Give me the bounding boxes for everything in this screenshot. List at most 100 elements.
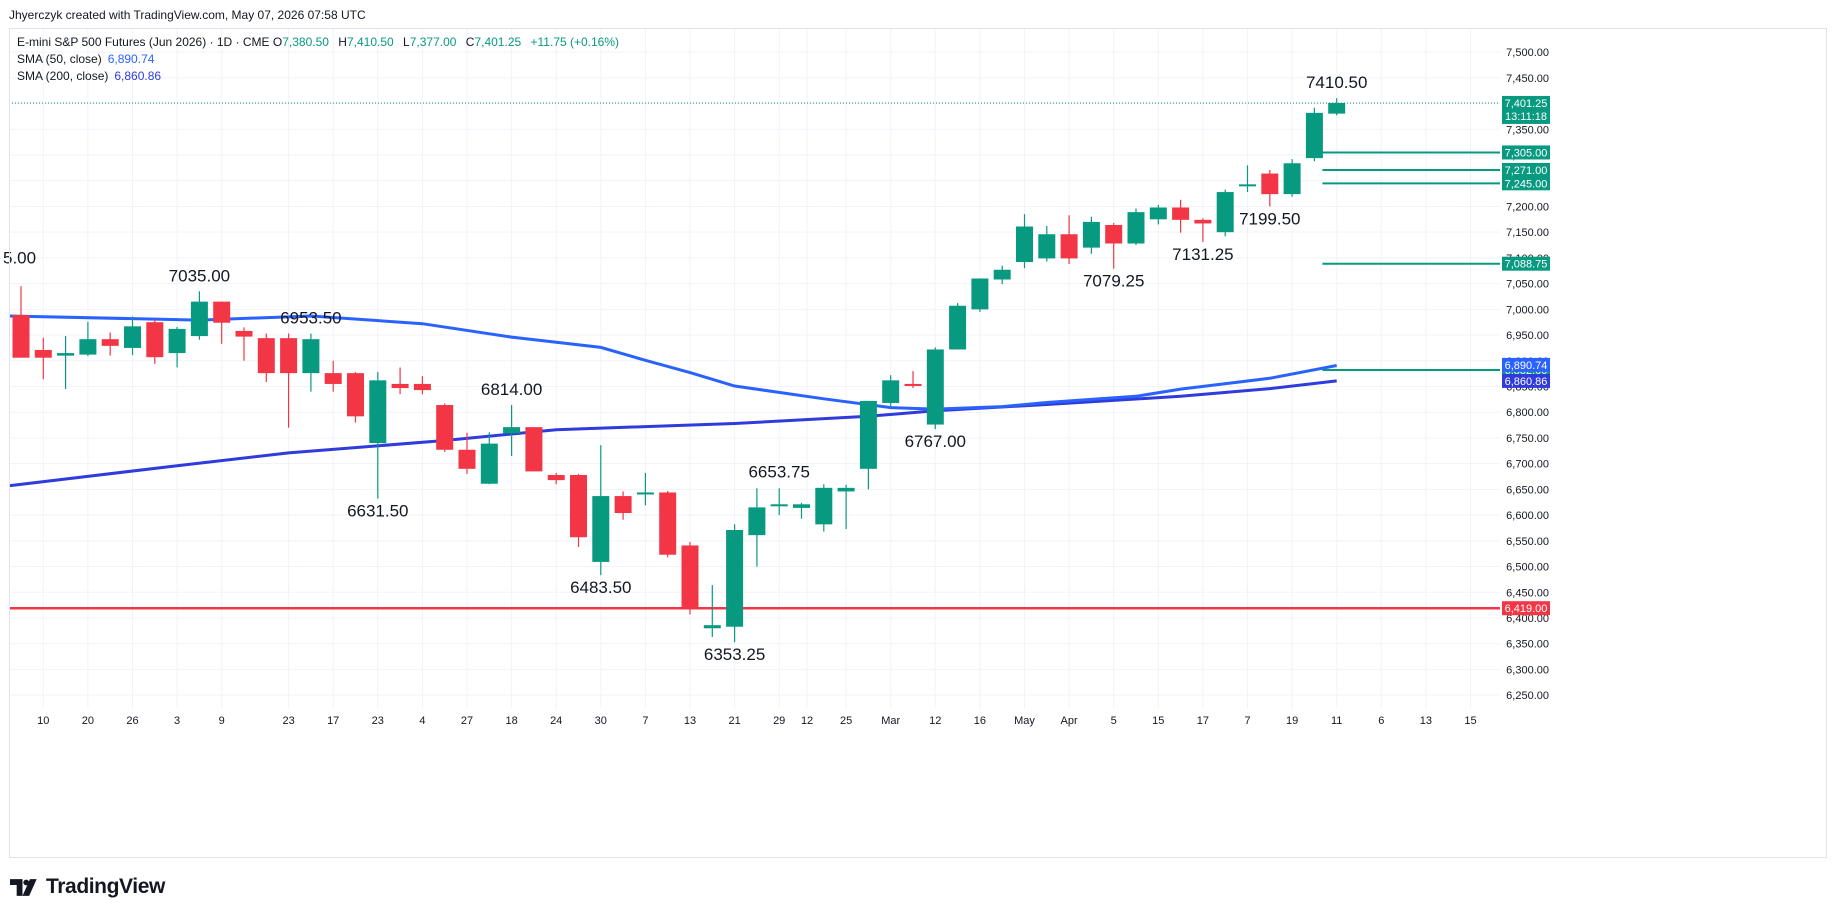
sma50-value: 6,890.74: [107, 52, 155, 66]
candle: [882, 375, 900, 407]
time-tick-label: 21: [728, 715, 740, 727]
candle: [1239, 165, 1256, 193]
high-label: H: [338, 35, 347, 49]
price-annotation: 6953.50: [280, 308, 341, 327]
candle: [324, 360, 342, 392]
plot-area: [9, 98, 1500, 643]
price-annotation: 6653.75: [748, 462, 809, 481]
sma200-line: [9, 379, 1337, 488]
candle: [547, 472, 565, 485]
candle-body: [480, 443, 498, 484]
price-tick-label: 7,150.00: [1506, 227, 1549, 239]
candle: [101, 332, 119, 356]
last-price-badge: [1502, 95, 1550, 124]
price-tick-label: 6,500.00: [1506, 562, 1549, 574]
time-tick-label: 17: [1197, 715, 1209, 727]
candle: [12, 286, 30, 358]
candle: [79, 321, 97, 357]
sma200-label: SMA (200, close): [17, 69, 109, 83]
price-annotation: 6483.50: [570, 578, 631, 597]
candle-body: [1082, 221, 1100, 248]
candle-body: [592, 496, 610, 562]
legend: E-mini S&P 500 Futures (Jun 2026) · 1D ·…: [17, 34, 619, 85]
level-badge-text: 7,245.00: [1505, 178, 1548, 190]
high-value: 7,410.50: [346, 35, 394, 49]
candle-body: [882, 380, 900, 403]
candle-body: [79, 339, 97, 355]
legend-sma50-row[interactable]: SMA (50, close) 6,890.74: [17, 51, 619, 68]
candle: [369, 372, 387, 499]
price-annotation: 7199.50: [1239, 210, 1300, 229]
candle: [57, 336, 75, 390]
candle-body: [413, 383, 431, 391]
candle-body: [101, 339, 119, 346]
sma200-badge-text: 6,860.86: [1505, 376, 1548, 388]
price-tick-label: 6,300.00: [1506, 664, 1549, 676]
candle-body: [436, 405, 454, 450]
candle-body: [926, 349, 944, 425]
candle-body: [458, 449, 476, 469]
price-tick-label: 6,550.00: [1506, 536, 1549, 548]
legend-ohlc-row: E-mini S&P 500 Futures (Jun 2026) · 1D ·…: [17, 34, 619, 51]
time-tick-label: 17: [327, 715, 339, 727]
candle: [436, 403, 454, 452]
time-tick-label: 10: [37, 715, 49, 727]
candle-body: [1328, 102, 1346, 114]
price-annotation: 7410.50: [1306, 73, 1367, 92]
time-tick-label: 4: [419, 715, 425, 727]
candle-body: [1105, 224, 1123, 244]
candle: [1127, 208, 1145, 246]
tradingview-wordmark: TradingView: [46, 875, 165, 898]
price-annotation: 6631.50: [347, 502, 408, 521]
candle-body: [1172, 207, 1190, 220]
price-tick-label: 6,750.00: [1506, 433, 1549, 445]
candle-body: [614, 496, 632, 514]
candle-body: [190, 301, 208, 337]
candle: [949, 303, 967, 350]
level-badge-text: 7,305.00: [1505, 147, 1548, 159]
price-annotation: 5.00: [3, 248, 36, 267]
candle-body: [971, 278, 989, 310]
candle-body: [525, 427, 543, 472]
sma50-badge: [1502, 357, 1550, 372]
price-annotation: 6353.25: [704, 645, 765, 664]
legend-sma200-row[interactable]: SMA (200, close) 6,860.86: [17, 68, 619, 85]
candle: [904, 371, 922, 389]
level-badge: [1502, 145, 1550, 160]
candle-body: [1016, 226, 1033, 263]
candle: [257, 333, 275, 382]
time-tick-label: 25: [840, 715, 852, 727]
time-tick-label: 5: [1111, 715, 1117, 727]
candle: [859, 400, 877, 490]
price-tick-label: 7,500.00: [1506, 47, 1549, 59]
candle: [1172, 199, 1190, 233]
time-tick-label: 30: [595, 715, 607, 727]
candle-body: [770, 504, 788, 507]
time-tick-label: 12: [801, 715, 813, 727]
price-tick-label: 6,650.00: [1506, 484, 1549, 496]
candle: [1082, 216, 1100, 254]
candle: [837, 484, 855, 529]
countdown-text: 13:11:18: [1505, 111, 1547, 123]
time-tick-label: 3: [174, 715, 180, 727]
candle: [213, 301, 231, 344]
price-tick-label: 7,450.00: [1506, 73, 1549, 85]
price-annotation: 7079.25: [1083, 272, 1144, 291]
candle-body: [12, 315, 30, 358]
candle: [636, 472, 654, 506]
candle: [190, 291, 208, 340]
open-value: 7,380.50: [282, 35, 329, 49]
time-tick-label: 19: [1286, 715, 1298, 727]
footer-brand[interactable]: TradingView: [10, 874, 165, 900]
time-tick-label: 13: [1420, 715, 1432, 727]
symbol-name[interactable]: E-mini S&P 500 Futures (Jun 2026) · 1D ·…: [17, 35, 270, 49]
candle-body: [1283, 163, 1301, 195]
candle: [413, 376, 431, 395]
time-tick-label: 18: [505, 715, 517, 727]
price-tick-label: 7,200.00: [1506, 201, 1549, 213]
candle: [1149, 204, 1167, 225]
time-tick-label: 15: [1152, 715, 1164, 727]
candle: [1194, 218, 1212, 242]
support-badge-text: 6,419.00: [1505, 603, 1548, 615]
